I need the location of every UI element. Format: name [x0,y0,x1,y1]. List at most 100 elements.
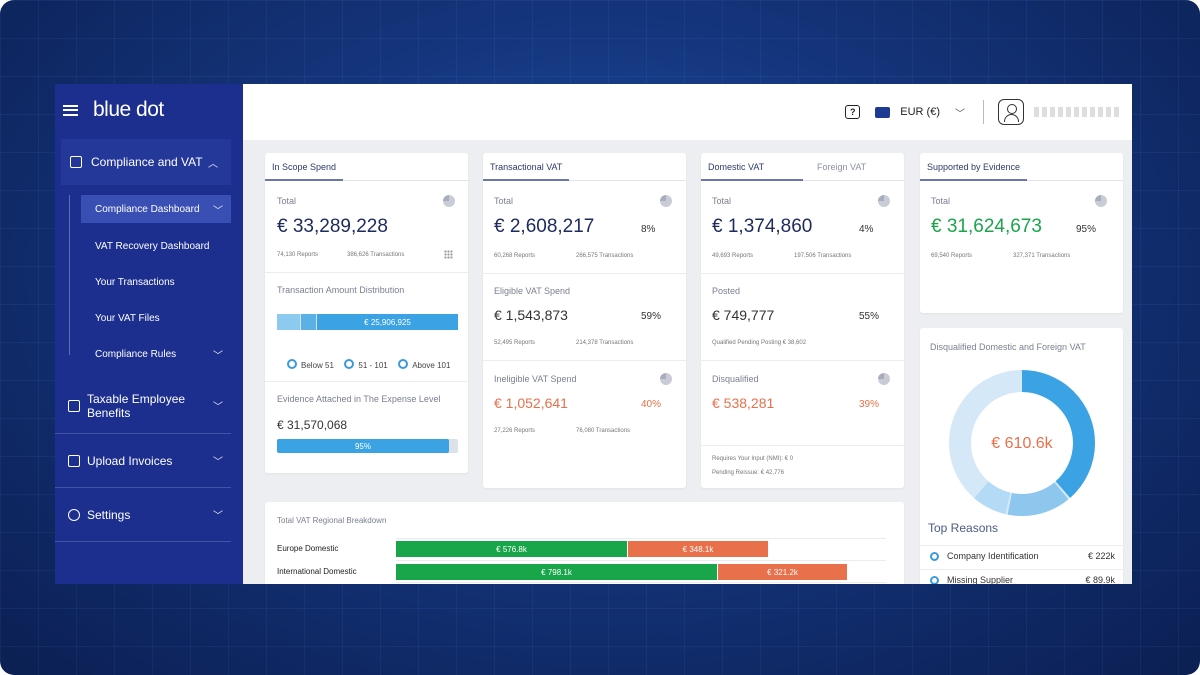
evidence-progress-fill: 95% [277,439,449,453]
legend-51-101: 51 - 101 [358,361,388,370]
section-divider [265,272,468,273]
donut-segment-2[interactable] [949,370,1095,516]
section-divider [701,360,904,361]
donut-segment-main[interactable] [949,370,1095,516]
sidebar-item-upload-invoices[interactable]: Upload Invoices ﹀ [55,434,231,488]
posted-label: Posted [712,286,741,296]
evidence-value: € 31,570,068 [277,418,348,432]
reason-dot [930,575,939,584]
tab-domestic-vat[interactable]: Domestic VAT [701,153,803,181]
distribution-legend: Below 51 51 - 101 Above 101 [287,355,456,373]
section-divider [483,360,686,361]
tab-foreign-vat[interactable]: Foreign VAT [817,162,867,172]
reason-value: € 222k [1087,551,1115,561]
pie-chart-icon[interactable] [660,195,672,207]
chevron-down-icon[interactable]: ﹀ [955,108,965,120]
donut-chart[interactable]: € 610.6k [947,368,1097,518]
segment-above-101[interactable]: € 25,906,925 [317,314,458,330]
sub-navigation: Compliance Dashboard ﹀ VAT Recovery Dash… [69,195,243,372]
distribution-bar[interactable]: € 25,906,925 [277,314,458,330]
region-bar-green[interactable]: € 576.8k [396,541,627,557]
ineligible-value: € 1,052,641 [494,395,568,411]
reason-row[interactable]: Missing Supplier € 89.9k [930,575,1115,584]
pie-chart-icon[interactable] [1095,195,1107,207]
domestic-vat-card: Domestic VAT Foreign VAT Total € 1,374,8… [701,153,904,488]
reports-count: 49,693 Reports [712,253,754,259]
subnav-compliance-dashboard[interactable]: Compliance Dashboard ﹀ [81,195,231,223]
total-percent: 8% [641,224,656,235]
brand-logo: blue dot [93,98,164,121]
evidence-label: Evidence Attached in The Expense Level [277,394,441,404]
disqualified-label: Disqualified [712,374,759,384]
hamburger-menu-icon[interactable] [63,104,78,116]
help-icon[interactable]: ? [845,105,861,119]
disqualified-percent: 39% [859,399,880,410]
sidebar-item-label: Settings [87,507,131,522]
reason-label: Missing Supplier [947,575,1014,584]
pie-chart-icon[interactable] [660,373,672,385]
region-label: International Domestic [277,567,357,576]
disqualified-value: € 538,281 [712,395,775,411]
posted-value: € 749,777 [712,307,775,323]
chevron-up-icon: ︿ [208,158,218,170]
username-redacted[interactable] [1034,107,1120,117]
sidebar-item-label: Taxable Employee Benefits [87,391,186,420]
supported-evidence-card: Supported by Evidence Total € 31,624,673… [920,153,1123,313]
total-value: € 1,374,860 [712,216,813,237]
ineligible-label: Ineligible VAT Spend [494,374,577,384]
total-value: € 31,624,673 [931,216,1042,237]
chevron-down-icon: ﹀ [213,205,223,217]
tab-in-scope-spend[interactable]: In Scope Spend [265,153,344,181]
posted-note: Qualified Pending Posting € 38,602 [712,340,807,346]
upload-icon [68,454,80,467]
subnav-your-transactions[interactable]: Your Transactions [69,264,231,300]
sidebar-item-label: Compliance and VAT [91,155,203,169]
reason-value: € 89.9k [1085,575,1115,584]
sidebar-item-compliance-vat[interactable]: Compliance and VAT ︿ [61,139,231,185]
tab-supported-evidence[interactable]: Supported by Evidence [920,153,1028,181]
benefits-icon [68,399,80,412]
subnav-your-vat-files[interactable]: Your VAT Files [69,300,231,336]
row-divider [396,538,886,539]
grid-icon[interactable] [444,250,453,259]
total-label: Total [494,196,514,206]
currency-selector[interactable]: EUR (€) [900,106,940,118]
tab-transactional-vat[interactable]: Transactional VAT [483,153,570,181]
transactions-count: 266,575 Transactions [576,253,634,259]
chevron-down-icon: ﹀ [213,511,223,522]
region-label: Europe Domestic [277,544,339,553]
reports-count: 74,130 Reports [277,252,319,258]
segment-51-101[interactable] [301,314,316,330]
reason-row[interactable]: Company Identification € 222k [930,551,1115,561]
subnav-label: VAT Recovery Dashboard [95,240,210,252]
transactional-vat-card: Transactional VAT Total € 2,608,217 8% 6… [483,153,686,488]
sidebar-item-taxable-benefits[interactable]: Taxable Employee Benefits ﹀ [55,378,231,434]
subnav-compliance-rules[interactable]: Compliance Rules ﹀ [69,336,231,372]
ineligible-percent: 40% [641,399,662,410]
row-divider [396,560,886,561]
dashboard-content: In Scope Spend Total € 33,289,228 74,130… [243,140,1132,584]
legend-dot [398,358,409,369]
gear-icon [68,508,80,521]
subnav-label: Your Transactions [95,276,175,288]
pie-chart-icon[interactable] [878,195,890,207]
pie-chart-icon[interactable] [443,195,455,207]
regional-breakdown-card: Total VAT Regional Breakdown Europe Dome… [265,502,904,584]
total-label: Total [931,196,951,206]
user-avatar-icon[interactable] [998,99,1024,125]
reports-count: 69,540 Reports [931,253,973,259]
card-tabs: In Scope Spend [265,153,468,181]
region-bar-green[interactable]: € 798.1k [396,564,717,580]
region-bar-orange[interactable]: € 348.1k [628,541,768,557]
section-divider [483,273,686,274]
subnav-vat-recovery-dashboard[interactable]: VAT Recovery Dashboard [69,228,231,264]
total-value: € 33,289,228 [277,216,388,237]
segment-below-51[interactable] [277,314,300,330]
legend-dot [344,358,355,369]
pie-chart-icon[interactable] [878,373,890,385]
region-bar-orange[interactable]: € 321.2k [718,564,847,580]
sidebar-item-settings[interactable]: Settings ﹀ [55,488,231,542]
transactions-count: 386,626 Transactions [347,252,405,258]
eligible-value: € 1,543,873 [494,307,568,323]
distribution-label: Transaction Amount Distribution [277,285,405,295]
